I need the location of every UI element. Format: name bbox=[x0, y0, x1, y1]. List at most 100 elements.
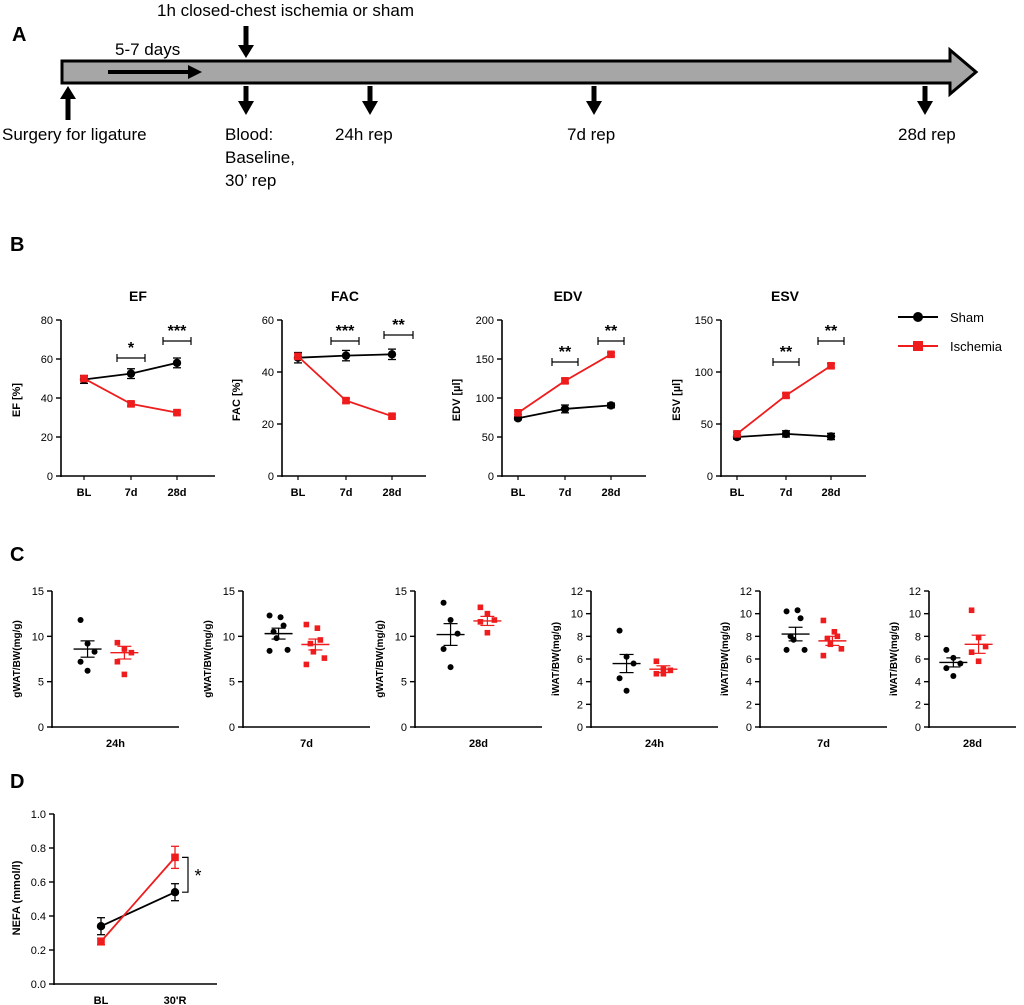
gwat24h-sham-point bbox=[91, 648, 98, 655]
iwat24h-y-tick-label: 6 bbox=[577, 654, 583, 666]
ef-y-label: EF [%] bbox=[11, 383, 23, 418]
gwat7d-ischemia-point bbox=[317, 637, 324, 643]
gwat28d-x-label: 28d bbox=[469, 738, 488, 750]
iwat7d-sham-point bbox=[797, 615, 804, 622]
iwat24h-ischemia-point bbox=[653, 658, 660, 665]
edv-y-tick-label: 150 bbox=[476, 354, 494, 366]
nefa-sham-line bbox=[100, 891, 176, 928]
gwat28d-ischemia-point bbox=[477, 604, 484, 611]
esv-y-tick-label: 50 bbox=[701, 419, 713, 431]
iwat24h-ischemia-point bbox=[667, 667, 674, 674]
esv-x-tick-label: BL bbox=[730, 487, 745, 499]
nefa-y-tick-label: 0.4 bbox=[31, 911, 46, 923]
ef-y-tick-label: 0 bbox=[47, 471, 53, 483]
esv-x-tick-label: 28d bbox=[822, 487, 841, 499]
gwat28d-sham-point bbox=[440, 646, 447, 653]
iwat28d-x-label: 28d bbox=[963, 738, 982, 750]
iwat7d-y-tick-label: 6 bbox=[746, 654, 752, 666]
ef-significance-label: * bbox=[128, 340, 135, 357]
ef-sham-point bbox=[126, 369, 136, 378]
edv-x-tick-label: BL bbox=[511, 487, 526, 499]
fac-sham-point bbox=[387, 350, 397, 359]
ef-x-tick-label: BL bbox=[77, 487, 92, 499]
esv-ischemia-point bbox=[733, 430, 741, 438]
surgery-label: Surgery for ligature bbox=[2, 125, 147, 144]
surgery-arrow bbox=[60, 86, 76, 120]
ef-ischemia-point bbox=[127, 400, 135, 408]
panel-label-d: D bbox=[10, 771, 24, 793]
gwat7d-sham-point bbox=[280, 622, 287, 629]
iwat7d-y-tick-label: 4 bbox=[746, 677, 752, 689]
iwat28d-y-tick-label: 6 bbox=[915, 654, 921, 666]
nefa-x-tick-label: 30'R bbox=[164, 995, 187, 1005]
esv-y-tick-label: 150 bbox=[695, 315, 713, 327]
ischemia-event-arrow bbox=[238, 26, 254, 58]
edv-y-label: EDV [µl] bbox=[451, 378, 463, 421]
esv-ischemia-line bbox=[736, 365, 832, 435]
nefa-ischemia-point bbox=[97, 937, 105, 946]
ef-ischemia-point bbox=[173, 408, 181, 417]
gwat7d-y-label: gWAT/BW(mg/g) bbox=[203, 620, 214, 698]
fac-y-tick-label: 60 bbox=[262, 315, 274, 327]
iwat28d-y-tick-label: 0 bbox=[915, 722, 921, 734]
nefa-y-tick-label: 0.8 bbox=[31, 843, 46, 855]
gwat24h-sham-point bbox=[77, 658, 84, 665]
iwat24h-ischemia-point bbox=[660, 670, 667, 677]
gwat24h-ischemia-point bbox=[114, 639, 121, 646]
edv-significance-label: ** bbox=[605, 323, 618, 340]
ef-significance-label: *** bbox=[168, 323, 187, 340]
gwat28d-ischemia-point bbox=[484, 610, 491, 617]
edv-title: EDV bbox=[554, 288, 583, 304]
fac-ischemia-point bbox=[388, 412, 396, 420]
iwat24h-y-tick-label: 0 bbox=[577, 722, 583, 734]
nefa-y-label: NEFA (mmol/l) bbox=[11, 860, 23, 935]
iwat28d-sham-point bbox=[950, 673, 957, 679]
iwat28d-sham-point bbox=[957, 660, 964, 667]
blood-label-line3: 30’ rep bbox=[225, 171, 276, 190]
edv-x-tick-label: 7d bbox=[559, 487, 572, 499]
timeline-arrow bbox=[60, 46, 979, 98]
esv-sham-point bbox=[826, 432, 836, 441]
ef-y-tick-label: 60 bbox=[41, 354, 53, 366]
gwat7d-ischemia-point bbox=[303, 621, 310, 628]
legend: Sham Ischemia bbox=[898, 310, 1003, 354]
gwat24h-y-label: gWAT/BW(mg/g) bbox=[12, 620, 23, 698]
legend-sham-marker bbox=[913, 312, 923, 322]
edv-ischemia-point bbox=[561, 377, 569, 385]
iwat24h-ischemia-point bbox=[653, 670, 660, 677]
gwat28d-y-tick-label: 10 bbox=[395, 631, 407, 643]
iwat7d-ischemia-point bbox=[824, 635, 831, 642]
ef-x-tick-label: 28d bbox=[168, 487, 187, 499]
fac-ischemia-line bbox=[297, 355, 393, 418]
gwat28d-y-tick-label: 15 bbox=[395, 586, 407, 598]
esv-sham-point bbox=[781, 429, 791, 439]
iwat28d-ischemia-point bbox=[982, 643, 989, 650]
iwat24h-y-tick-label: 2 bbox=[577, 699, 583, 711]
iwat24h-y-tick-label: 8 bbox=[577, 631, 583, 643]
gwat7d-ischemia-point bbox=[314, 625, 321, 631]
esv-ischemia-point bbox=[782, 391, 790, 400]
iwat28d-y-tick-label: 8 bbox=[915, 631, 921, 643]
esv-title: ESV bbox=[771, 288, 800, 304]
nefa-sham-point bbox=[96, 922, 106, 931]
iwat7d-ischemia-point bbox=[820, 652, 827, 659]
nefa-y-tick-label: 0.0 bbox=[31, 979, 46, 991]
iwat7d-sham-point bbox=[783, 608, 790, 615]
esv-x-tick-label: 7d bbox=[780, 487, 793, 499]
ischemia-event-label: 1h closed-chest ischemia or sham bbox=[157, 1, 414, 20]
gwat28d-sham-point bbox=[447, 664, 454, 671]
gwat24h-y-tick-label: 10 bbox=[32, 631, 44, 643]
nefa-sham-point bbox=[170, 888, 180, 897]
iwat28d-y-tick-label: 12 bbox=[909, 586, 921, 598]
iwat7d-y-tick-label: 2 bbox=[746, 699, 752, 711]
iwat28d-y-tick-label: 10 bbox=[909, 609, 921, 621]
gwat7d-sham-point bbox=[266, 647, 273, 654]
nefa-ischemia-point bbox=[171, 853, 179, 862]
gwat24h-ischemia-point bbox=[114, 658, 121, 665]
nefa-y-tick-label: 0.2 bbox=[31, 945, 46, 957]
rep-7d-label: 7d rep bbox=[567, 125, 615, 144]
iwat7d-y-tick-label: 12 bbox=[740, 586, 752, 598]
iwat24h-sham-point bbox=[616, 675, 623, 682]
iwat28d-y-label: iWAT/BW(mg/g) bbox=[889, 622, 900, 696]
